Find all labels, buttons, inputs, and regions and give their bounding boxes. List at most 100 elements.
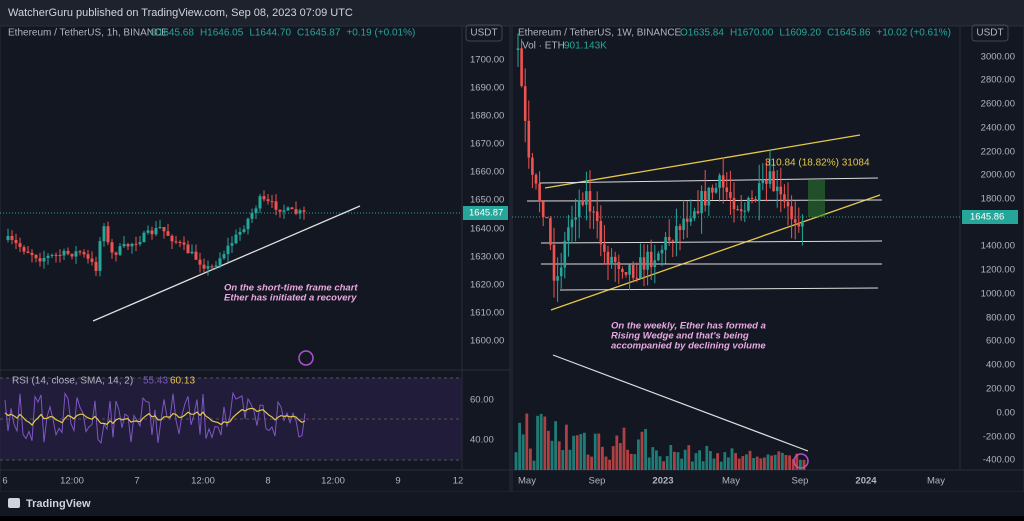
ohlc-value: +10.02 (+0.61%) — [876, 28, 951, 39]
price-label: 1680.00 — [470, 111, 504, 122]
candle-body — [274, 201, 278, 210]
candle-body — [14, 239, 18, 244]
time-label: May — [722, 476, 740, 487]
volume-bar — [586, 454, 590, 470]
candle-body — [230, 243, 234, 246]
time-label: 9 — [395, 476, 400, 487]
candle-body — [142, 232, 146, 243]
volume-bar — [575, 435, 579, 470]
candle-body — [520, 48, 523, 87]
volume-bar — [644, 429, 647, 470]
candle-body — [150, 230, 154, 235]
candle-body — [262, 196, 266, 200]
level-line — [539, 177, 879, 184]
volume-bar — [705, 445, 709, 470]
candle-body — [563, 240, 567, 268]
volume-bar — [770, 455, 773, 470]
volume-bar — [737, 458, 741, 470]
time-label: 12:00 — [321, 476, 345, 487]
annotation: On the short-time frame chart — [224, 283, 358, 294]
volume-bar — [784, 455, 788, 470]
candle-body — [577, 200, 581, 218]
volume-bar — [719, 461, 723, 470]
candle-body — [761, 180, 765, 184]
candle-body — [739, 209, 743, 212]
candle-body — [757, 183, 761, 202]
candle-body — [250, 212, 254, 219]
candle-body — [70, 253, 74, 257]
candle-body — [772, 171, 775, 192]
price-label: 1400.00 — [981, 241, 1015, 252]
candle-body — [750, 197, 754, 199]
candle-body — [779, 186, 783, 195]
volume-bar — [601, 446, 604, 470]
candle-body — [302, 210, 306, 212]
price-label: 2600.00 — [981, 99, 1015, 110]
price-label: 1630.00 — [470, 252, 504, 263]
candle-body — [34, 254, 38, 259]
candle-body — [234, 234, 238, 244]
candle-body — [714, 187, 718, 193]
left-symbol: Ethereum / TetherUS, 1h, BINANCE — [8, 28, 168, 39]
level-line — [540, 240, 883, 244]
candle-body — [154, 228, 158, 235]
candle-body — [294, 209, 298, 214]
volume-bar — [550, 440, 554, 470]
measure-label: 310.84 (18.82%) 31084 — [765, 158, 870, 169]
candle-body — [765, 180, 768, 184]
candle-body — [146, 230, 150, 233]
brand: TradingView — [26, 498, 91, 510]
volume-bar — [683, 449, 687, 470]
candle-body — [613, 256, 617, 263]
candle-body — [725, 187, 729, 193]
candle-body — [689, 218, 693, 222]
volume-bar — [795, 453, 799, 470]
volume-bar — [698, 450, 701, 470]
candle-body — [754, 198, 757, 202]
candle-body — [567, 227, 570, 241]
candle-body — [801, 221, 804, 227]
candle-body — [707, 187, 711, 206]
price-label: 400.00 — [986, 360, 1015, 371]
ohlc-value: H1670.00 — [730, 28, 774, 39]
price-label: 1670.00 — [470, 139, 504, 150]
candle-body — [631, 265, 635, 278]
time-label: 12:00 — [191, 476, 215, 487]
candle-body — [711, 187, 714, 193]
volume-bar — [658, 456, 662, 470]
annotation: accompanied by declining volume — [611, 341, 766, 352]
last-price: 1645.86 — [970, 212, 1004, 223]
volume-bar — [709, 451, 712, 470]
volume-bar — [529, 448, 532, 470]
volume-bar — [633, 454, 637, 470]
candle-body — [278, 209, 282, 212]
volume-bar — [583, 432, 586, 470]
price-label: 1660.00 — [470, 167, 504, 178]
ohlc-value: H1646.05 — [200, 28, 244, 39]
last-price-box — [463, 206, 508, 220]
volume-bar — [518, 422, 521, 470]
volume-bar — [723, 452, 727, 470]
candle-body — [186, 244, 190, 254]
volume-bar — [734, 453, 737, 470]
time-label: 12 — [453, 476, 464, 487]
volume-bar — [730, 448, 734, 470]
candle-body — [270, 201, 274, 203]
volume-bar — [593, 433, 597, 470]
trendline — [92, 205, 361, 322]
price-label: 3000.00 — [981, 52, 1015, 63]
candle-body — [606, 251, 610, 265]
price-label: 1800.00 — [981, 194, 1015, 205]
volume-bar — [640, 431, 644, 470]
volume-bar — [701, 461, 705, 470]
volume-bar — [525, 413, 529, 470]
price-label: 0.00 — [997, 408, 1016, 419]
volume-bar — [572, 435, 575, 470]
candle-body — [62, 250, 66, 256]
candle-body — [635, 277, 639, 279]
volume-bar — [748, 450, 752, 470]
volume-bar — [608, 459, 611, 470]
candle-body — [214, 265, 218, 267]
icon[interactable] — [298, 350, 314, 366]
